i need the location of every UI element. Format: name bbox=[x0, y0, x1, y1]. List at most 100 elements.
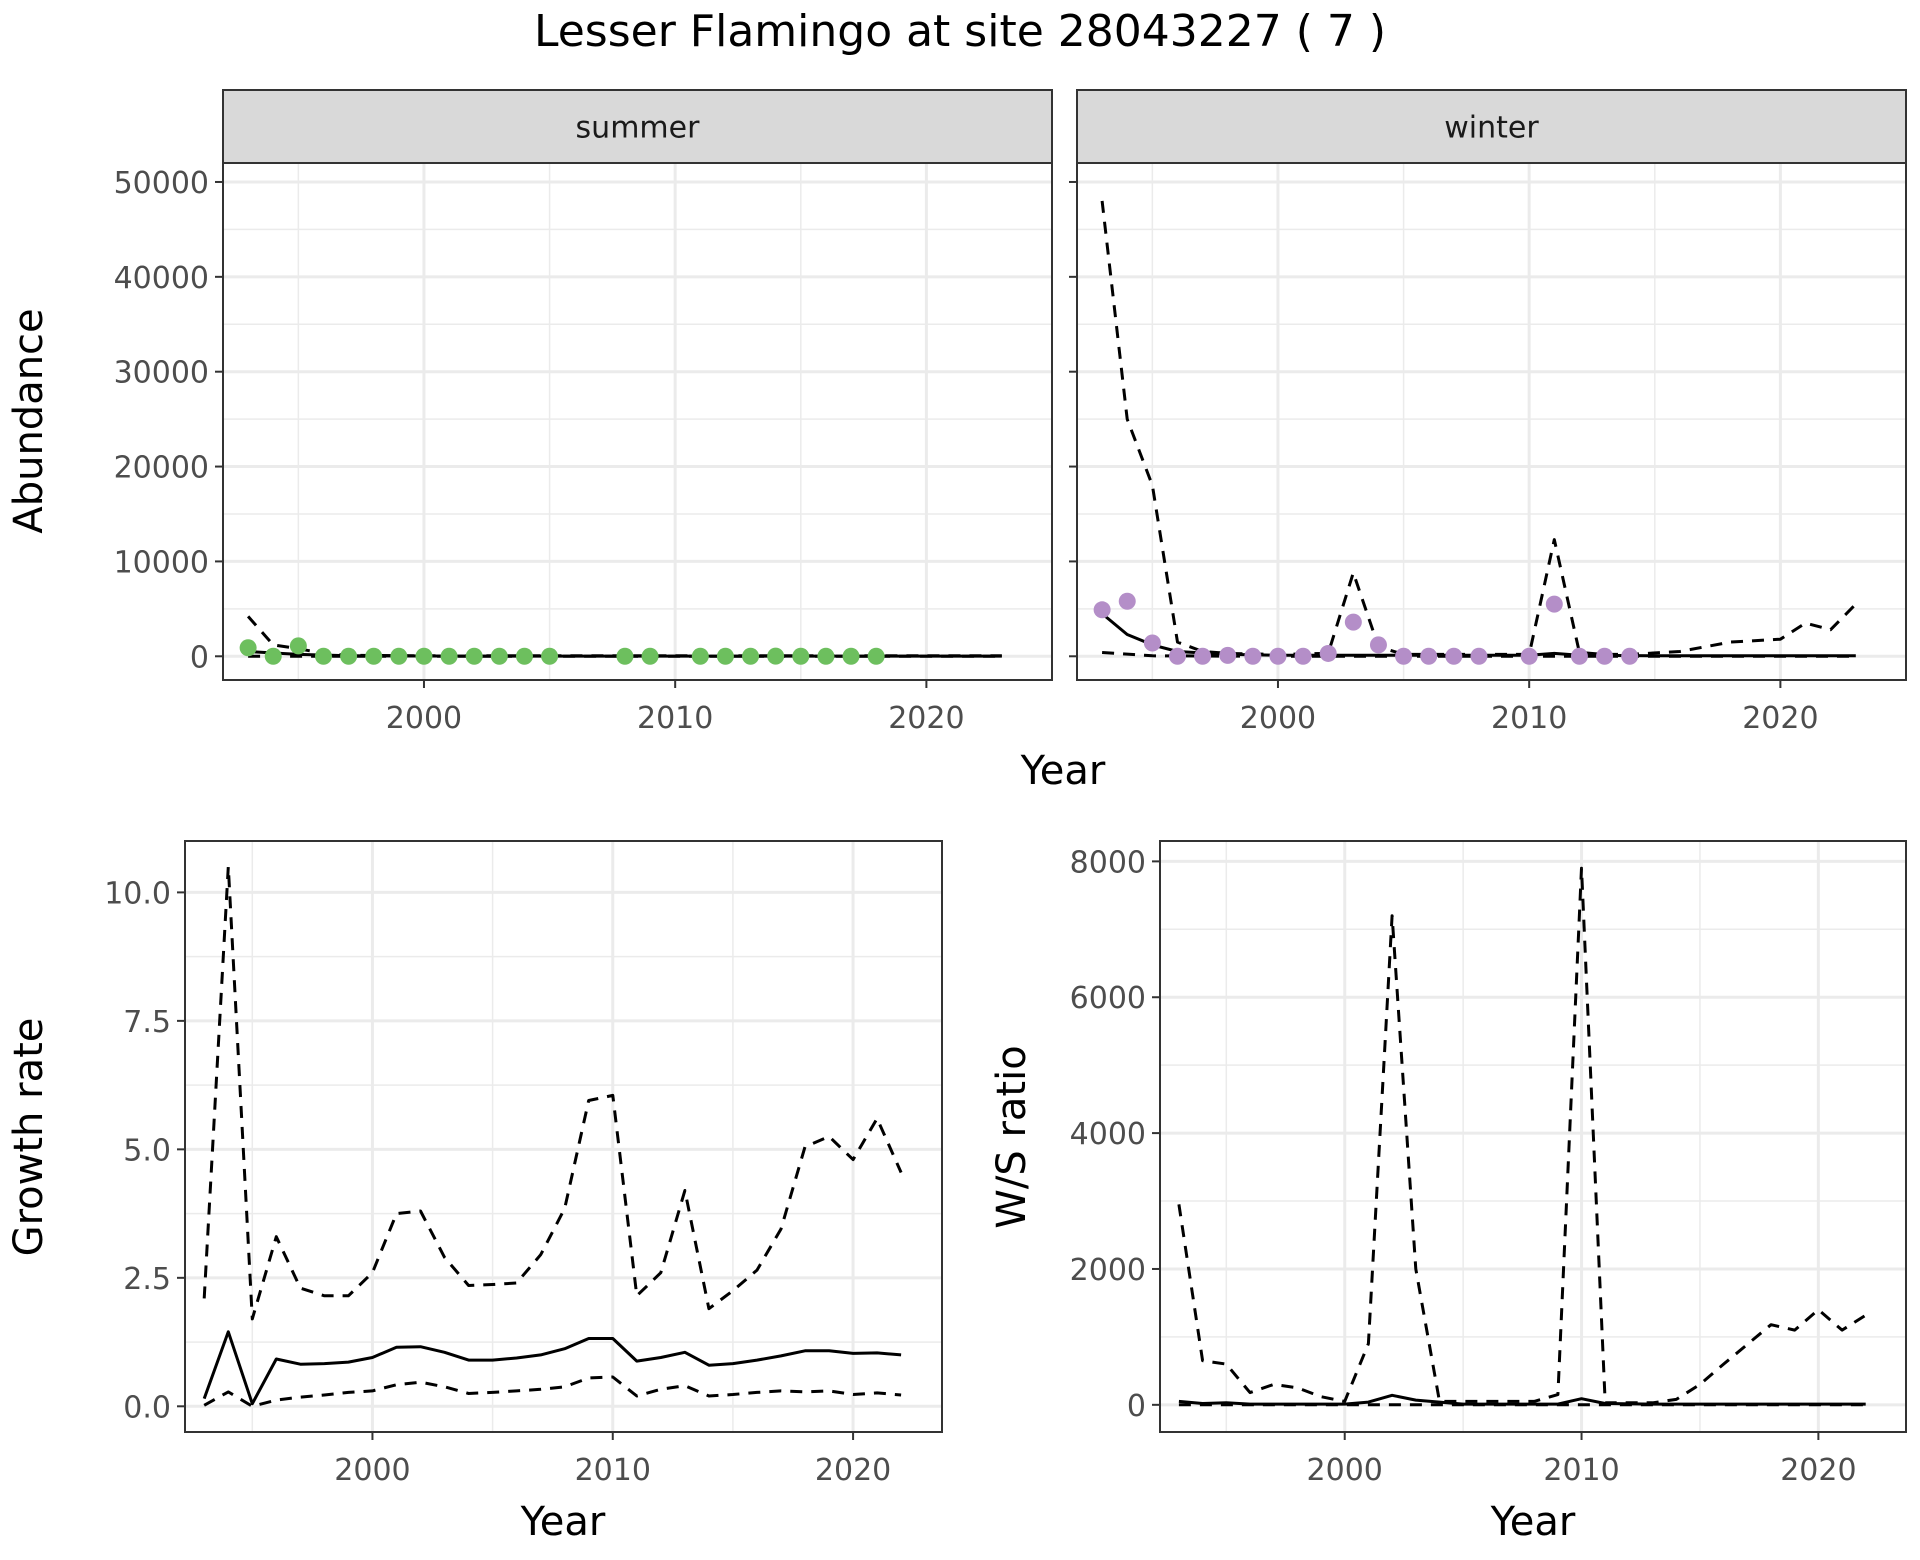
facet-strip bbox=[222, 89, 1053, 164]
data-point bbox=[691, 647, 709, 665]
data-point bbox=[490, 647, 508, 665]
panel-background bbox=[185, 841, 942, 1432]
panel-background bbox=[1077, 163, 1906, 680]
y-tick-label: 10.0 bbox=[104, 876, 171, 911]
y-tick-label: 30000 bbox=[114, 356, 209, 391]
x-axis-title: Year bbox=[1490, 1499, 1576, 1545]
data-point bbox=[1269, 647, 1287, 665]
data-point bbox=[465, 647, 483, 665]
confidence-line-1 bbox=[202, 865, 903, 1321]
x-tick-label: 2010 bbox=[637, 701, 713, 736]
data-point bbox=[239, 639, 257, 657]
panel-plot-3: 2000 2010 2020 0.0 2.5 5.0 7.5 10.0 Growth rate Y… bbox=[6, 840, 943, 1545]
data-point bbox=[515, 647, 533, 665]
x-tick-label: 2000 bbox=[334, 1453, 410, 1488]
panel-background bbox=[1160, 841, 1906, 1432]
panel-winter: winter 2000 2010 2020 bbox=[1069, 89, 1907, 736]
data-point bbox=[817, 647, 835, 665]
data-point bbox=[1596, 647, 1614, 665]
data-point bbox=[1445, 647, 1463, 665]
panel-summer: summer 2000 2010 2020 0 10000 20000 30000 40000 5… bbox=[6, 89, 1106, 794]
data-point bbox=[1219, 646, 1237, 664]
data-point bbox=[365, 647, 383, 665]
data-points bbox=[1093, 592, 1639, 665]
y-tick-label: 2.5 bbox=[123, 1262, 171, 1297]
y-tick-label: 0 bbox=[1127, 1389, 1146, 1424]
y-tick-label: 2000 bbox=[1070, 1253, 1146, 1288]
x-tick-label: 2020 bbox=[1742, 701, 1818, 736]
x-tick-label: 2000 bbox=[386, 701, 462, 736]
panel-background bbox=[223, 163, 1052, 680]
y-tick-label: 5.0 bbox=[123, 1133, 171, 1168]
x-tick-label: 2010 bbox=[1543, 1453, 1619, 1488]
data-point bbox=[1118, 592, 1136, 610]
panel-border bbox=[1159, 840, 1907, 1433]
data-point bbox=[541, 647, 559, 665]
confidence-line-2 bbox=[203, 1375, 902, 1408]
data-point bbox=[1520, 647, 1538, 665]
data-point bbox=[1143, 634, 1161, 652]
x-tick-label: 2000 bbox=[1240, 701, 1316, 736]
data-point bbox=[1621, 647, 1639, 665]
y-tick-label: 0.0 bbox=[123, 1390, 171, 1425]
data-point bbox=[716, 647, 734, 665]
y-tick-label: 8000 bbox=[1070, 845, 1146, 880]
y-axis-title: Growth rate bbox=[6, 1018, 52, 1257]
series-lines bbox=[1177, 866, 1867, 1407]
facet-strip bbox=[1076, 89, 1907, 164]
y-axis-title: W/S ratio bbox=[989, 1045, 1035, 1228]
data-point bbox=[742, 647, 760, 665]
y-tick-label: 10000 bbox=[114, 545, 209, 580]
data-point bbox=[842, 647, 860, 665]
data-point bbox=[289, 637, 307, 655]
data-point bbox=[792, 647, 810, 665]
panel-plot-4: 2000 2010 2020 0 2000 4000 6000 8000 W/S ratio Ye… bbox=[989, 840, 1907, 1545]
data-point bbox=[1395, 647, 1413, 665]
x-tick-label: 2020 bbox=[815, 1453, 891, 1488]
data-point bbox=[1369, 636, 1387, 654]
x-axis-title: Year bbox=[520, 1499, 606, 1545]
y-tick-label: 50000 bbox=[114, 166, 209, 201]
x-tick-label: 2020 bbox=[888, 701, 964, 736]
data-point bbox=[1244, 647, 1262, 665]
data-point bbox=[440, 647, 458, 665]
data-point bbox=[641, 647, 659, 665]
data-point bbox=[340, 647, 358, 665]
data-point bbox=[415, 647, 433, 665]
data-point bbox=[1344, 613, 1362, 631]
data-points bbox=[239, 637, 885, 665]
data-point bbox=[1420, 647, 1438, 665]
series-lines bbox=[202, 865, 903, 1408]
x-tick-label: 2010 bbox=[575, 1453, 651, 1488]
data-point bbox=[390, 647, 408, 665]
data-point bbox=[314, 647, 332, 665]
facet-label-summer: summer bbox=[576, 111, 701, 146]
x-axis-title: Year bbox=[1020, 748, 1106, 794]
chart-title: Lesser Flamingo at site 28043227 ( 7 ) bbox=[533, 6, 1386, 57]
estimate-line bbox=[202, 1330, 902, 1406]
y-axis-title: Abundance bbox=[6, 308, 52, 533]
data-point bbox=[264, 647, 282, 665]
x-tick-label: 2010 bbox=[1491, 701, 1567, 736]
data-point bbox=[1570, 647, 1588, 665]
x-tick-label: 2000 bbox=[1307, 1453, 1383, 1488]
facet-label-winter: winter bbox=[1444, 111, 1539, 146]
x-tick-label: 2020 bbox=[1780, 1453, 1856, 1488]
y-tick-label: 40000 bbox=[114, 261, 209, 296]
data-point bbox=[1093, 601, 1111, 619]
y-tick-label: 0 bbox=[190, 640, 209, 675]
data-point bbox=[767, 647, 785, 665]
data-point bbox=[1194, 647, 1212, 665]
data-point bbox=[1470, 647, 1488, 665]
y-tick-label: 20000 bbox=[114, 451, 209, 486]
panel-border bbox=[184, 840, 943, 1433]
data-point bbox=[616, 647, 634, 665]
data-point bbox=[1319, 644, 1337, 662]
data-point bbox=[1545, 595, 1563, 613]
y-tick-label: 6000 bbox=[1070, 981, 1146, 1016]
y-tick-label: 4000 bbox=[1070, 1117, 1146, 1152]
data-point bbox=[1294, 647, 1312, 665]
data-point bbox=[1168, 647, 1186, 665]
y-tick-label: 7.5 bbox=[123, 1005, 171, 1040]
